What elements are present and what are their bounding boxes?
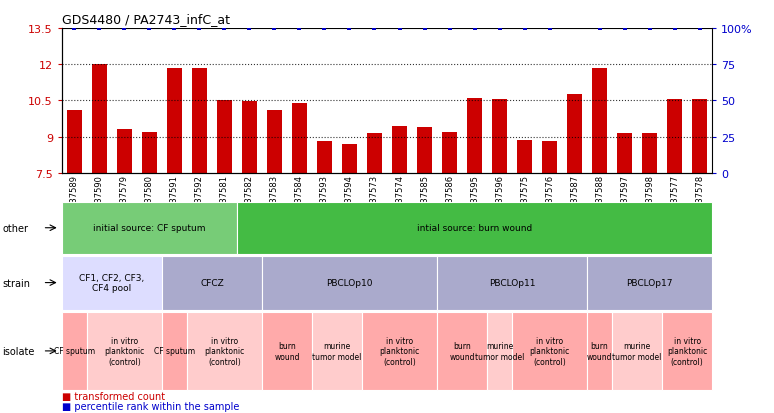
Bar [192, 69, 207, 173]
Text: initial source: CF sputum: initial source: CF sputum [93, 224, 206, 233]
Bar [167, 69, 182, 173]
Bar [592, 69, 607, 173]
Bar [492, 100, 507, 173]
Text: ■ percentile rank within the sample: ■ percentile rank within the sample [62, 401, 239, 411]
Bar [692, 100, 707, 173]
Text: burn
wound: burn wound [449, 342, 474, 361]
Bar [117, 130, 132, 173]
Text: murine
tumor model: murine tumor model [312, 342, 361, 361]
Text: murine
tumor model: murine tumor model [612, 342, 662, 361]
Text: CFCZ: CFCZ [200, 278, 224, 287]
Text: ■ transformed count: ■ transformed count [62, 391, 165, 401]
Bar [542, 142, 557, 173]
Bar [142, 133, 157, 173]
Bar [242, 102, 257, 173]
Bar [467, 99, 482, 173]
Text: in vitro
planktonic
(control): in vitro planktonic (control) [667, 336, 707, 366]
Text: in vitro
planktonic
(control): in vitro planktonic (control) [529, 336, 570, 366]
Bar [92, 65, 107, 173]
Text: strain: strain [2, 278, 30, 288]
Text: PBCLOp11: PBCLOp11 [488, 278, 536, 287]
Bar [67, 111, 82, 173]
Text: in vitro
planktonic
(control): in vitro planktonic (control) [379, 336, 420, 366]
Bar [567, 95, 582, 173]
Text: PBCLOp10: PBCLOp10 [326, 278, 373, 287]
Bar [617, 134, 632, 173]
Text: CF sputum: CF sputum [54, 347, 95, 356]
Bar [417, 128, 432, 173]
Bar [292, 104, 307, 173]
Bar [367, 134, 382, 173]
Bar [217, 101, 232, 173]
Text: in vitro
planktonic
(control): in vitro planktonic (control) [204, 336, 245, 366]
Bar [442, 133, 457, 173]
Text: PBCLOp17: PBCLOp17 [626, 278, 673, 287]
Bar [342, 145, 357, 173]
Text: murine
tumor model: murine tumor model [474, 342, 524, 361]
Text: CF sputum: CF sputum [154, 347, 195, 356]
Text: CF1, CF2, CF3,
CF4 pool: CF1, CF2, CF3, CF4 pool [79, 273, 145, 292]
Text: GDS4480 / PA2743_infC_at: GDS4480 / PA2743_infC_at [62, 13, 230, 26]
Text: isolate: isolate [2, 346, 35, 356]
Bar [392, 126, 407, 173]
Text: burn
wound: burn wound [587, 342, 612, 361]
Text: in vitro
planktonic
(control): in vitro planktonic (control) [104, 336, 145, 366]
Bar [517, 141, 532, 173]
Text: other: other [2, 223, 29, 233]
Bar [642, 134, 657, 173]
Text: intial source: burn wound: intial source: burn wound [417, 224, 533, 233]
Bar [667, 100, 682, 173]
Bar [267, 111, 282, 173]
Text: burn
wound: burn wound [274, 342, 300, 361]
Bar [317, 142, 332, 173]
